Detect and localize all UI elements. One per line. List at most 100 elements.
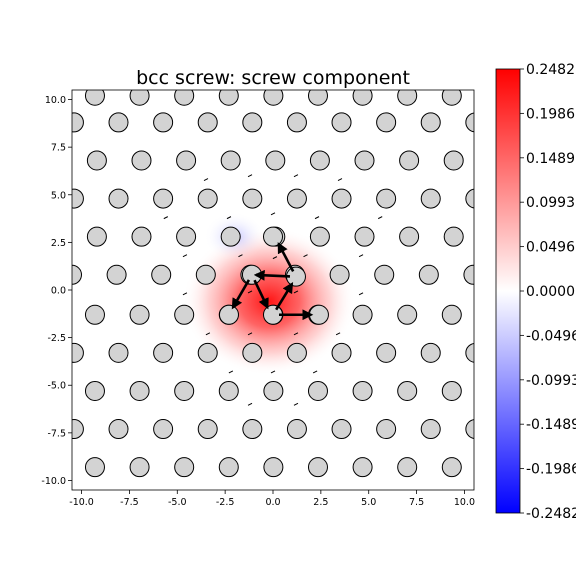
- colorbar-ticks: 0.2482 0.1986 0.1489 0.0993 0.0496 0.0000 -0.0…: [520, 62, 576, 522]
- quiver-tick: [247, 332, 253, 336]
- atom: [84, 380, 105, 401]
- atom: [129, 380, 150, 401]
- atom: [72, 419, 84, 440]
- quiver-tick: [226, 216, 232, 220]
- atom: [331, 188, 352, 209]
- atom: [376, 342, 397, 363]
- atom: [265, 150, 286, 171]
- x-tick-label: -7.5: [120, 497, 139, 508]
- core-atom: [308, 304, 329, 325]
- atom: [197, 342, 218, 363]
- atom: [174, 304, 195, 325]
- atom: [441, 90, 462, 106]
- quiver-tick: [247, 402, 253, 406]
- atom: [153, 112, 174, 133]
- atom: [399, 150, 420, 171]
- colorbar-tick-label: -0.2482: [526, 506, 576, 522]
- colorbar-tick-label: 0.0993: [526, 195, 575, 211]
- atom: [443, 226, 464, 247]
- x-tick-label: -10.0: [69, 497, 94, 508]
- x-tick-label: 2.5: [313, 497, 328, 508]
- atom: [197, 188, 218, 209]
- y-tick-label: -7.5: [47, 428, 66, 439]
- atom: [131, 226, 152, 247]
- atom: [397, 457, 418, 478]
- atom: [197, 112, 218, 133]
- atom: [129, 304, 150, 325]
- quiver-tick: [303, 254, 308, 258]
- atom: [263, 457, 284, 478]
- atom: [72, 342, 84, 363]
- chart-title: bcc screw: screw component: [136, 67, 410, 89]
- quiver-tick: [293, 290, 299, 294]
- atom: [86, 150, 107, 171]
- x-tick-label: 7.5: [409, 497, 424, 508]
- atom: [307, 380, 328, 401]
- core-atom: [218, 304, 239, 325]
- atom: [174, 457, 195, 478]
- atom: [108, 342, 129, 363]
- atom: [84, 457, 105, 478]
- x-tick-label: -5.0: [168, 497, 187, 508]
- y-tick-label: 10.0: [45, 95, 66, 106]
- atom: [352, 457, 373, 478]
- atom: [286, 342, 307, 363]
- atom: [465, 188, 474, 209]
- atom: [443, 150, 464, 171]
- quiver-tick: [247, 174, 253, 178]
- differential-arrows: [231, 242, 314, 321]
- atom: [354, 226, 375, 247]
- atom: [465, 342, 474, 363]
- atom: [441, 380, 462, 401]
- colorbar-gradient: [495, 68, 521, 514]
- atom: [242, 112, 263, 133]
- quiver-tick: [163, 216, 169, 220]
- y-tick-label: 7.5: [51, 143, 66, 154]
- atom: [153, 342, 174, 363]
- atom: [420, 342, 441, 363]
- atom: [174, 380, 195, 401]
- atom: [331, 342, 352, 363]
- atom: [465, 419, 474, 439]
- atom: [352, 90, 373, 106]
- quiver-tick: [314, 216, 320, 220]
- atom: [176, 226, 197, 247]
- colorbar: 0.2482 0.1986 0.1489 0.0993 0.0496 0.0000 -0.0…: [495, 62, 576, 522]
- quiver-tick: [182, 292, 188, 296]
- x-tick-label: 0.0: [265, 497, 280, 508]
- atom: [129, 457, 150, 478]
- colorbar-tick-label: 0.2482: [526, 62, 575, 78]
- atom-layer: [72, 90, 474, 478]
- colorbar-tick-label: -0.1489: [526, 417, 576, 433]
- atom: [263, 380, 284, 401]
- atom: [309, 226, 330, 247]
- atom: [72, 112, 84, 133]
- atom: [418, 264, 439, 285]
- atom: [108, 419, 129, 440]
- y-tick-label: 2.5: [51, 238, 66, 249]
- quiver-tick: [293, 332, 299, 336]
- atom: [309, 150, 330, 171]
- colorbar-tick-label: -0.0496: [526, 328, 576, 344]
- atom: [352, 304, 373, 325]
- atom: [220, 150, 241, 171]
- atom: [151, 264, 172, 285]
- quiver-tick: [293, 174, 299, 178]
- atom: [106, 264, 127, 285]
- atom: [84, 90, 105, 106]
- colorbar-tick-label: 0.0496: [526, 240, 575, 256]
- atom: [242, 419, 263, 440]
- y-tick-label: -10.0: [41, 476, 66, 487]
- quiver-tick: [312, 370, 318, 374]
- atom: [441, 457, 462, 478]
- quiver-tick: [272, 256, 278, 260]
- displacement-arrow: [253, 279, 269, 310]
- atom: [286, 112, 307, 133]
- quiver-tick: [228, 370, 234, 374]
- atom: [399, 226, 420, 247]
- atom: [108, 112, 129, 133]
- atom: [218, 90, 239, 106]
- atom: [463, 264, 474, 285]
- quiver-tick: [205, 332, 211, 336]
